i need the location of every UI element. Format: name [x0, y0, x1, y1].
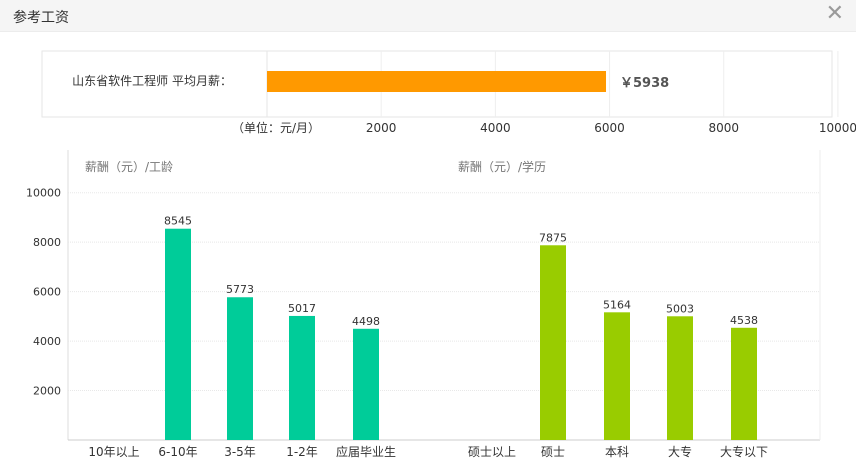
avg-salary-tick-label: 8000 [708, 121, 739, 135]
experience-bar [353, 328, 379, 440]
experience-category-label: 1-2年 [286, 445, 318, 459]
education-category-label: 大专以下 [720, 444, 768, 459]
experience-data-label: 8545 [164, 215, 192, 228]
education-data-label: 4538 [730, 314, 758, 327]
experience-data-label: 5017 [288, 302, 316, 315]
education-bar [540, 245, 566, 440]
education-bar [604, 312, 630, 440]
y-tick-label: 10000 [26, 187, 61, 200]
education-bar [731, 327, 757, 440]
experience-bar [165, 228, 191, 440]
y-tick-label: 8000 [33, 236, 61, 249]
y-tick-label: 4000 [33, 335, 61, 348]
dialog-title: 参考工资 [13, 10, 69, 26]
y-tick-label: 6000 [33, 286, 61, 299]
education-category-label: 硕士 [541, 445, 565, 459]
experience-chart-title: 薪酬（元）/工龄 [85, 160, 173, 174]
close-icon[interactable]: ✕ [825, 1, 844, 26]
avg-salary-value-label: ￥5938 [620, 76, 669, 91]
avg-salary-tick-label: 2000 [366, 121, 397, 135]
avg-salary-bar [267, 71, 607, 92]
experience-category-label: 3-5年 [224, 445, 256, 459]
education-category-label: 大专 [668, 444, 692, 459]
education-data-label: 7875 [539, 231, 567, 244]
experience-data-label: 5773 [226, 283, 254, 296]
experience-category-label: 10年以上 [88, 445, 139, 459]
experience-data-label: 4498 [352, 315, 380, 328]
avg-salary-tick-label: 4000 [480, 121, 511, 135]
education-bar [667, 316, 693, 440]
avg-salary-tick-label: 10000 [819, 121, 856, 135]
avg-salary-category-label: 山东省软件工程师 平均月薪： [72, 73, 232, 88]
education-category-label: 本科 [605, 445, 629, 459]
education-chart-title: 薪酬（元）/学历 [458, 159, 546, 174]
experience-category-label: 6-10年 [158, 445, 197, 459]
dialog-titlebar: 参考工资 ✕ [0, 0, 856, 32]
experience-bar [227, 297, 253, 440]
education-category-label: 硕士以上 [468, 445, 516, 459]
avg-salary-tick-label: 6000 [594, 121, 625, 135]
experience-category-label: 应届毕业生 [336, 444, 396, 459]
avg-salary-unit-label: （单位：元/月） [232, 120, 320, 135]
education-data-label: 5003 [666, 302, 694, 315]
experience-bar [289, 315, 315, 440]
education-data-label: 5164 [603, 298, 631, 311]
y-tick-label: 2000 [33, 385, 61, 398]
